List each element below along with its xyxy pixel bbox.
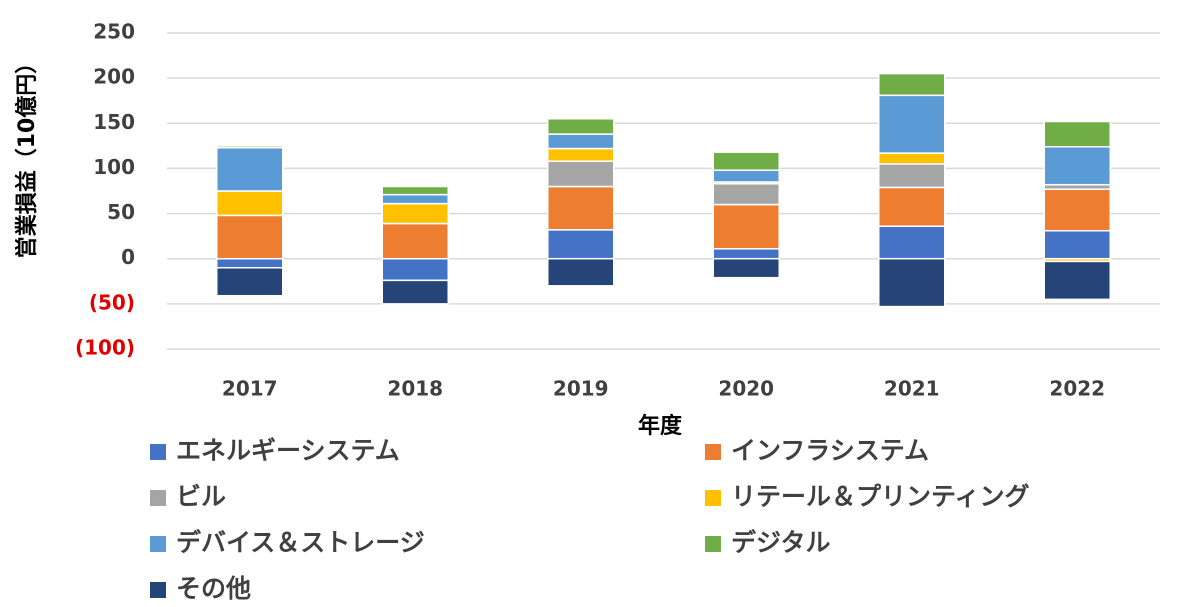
bar-segment bbox=[712, 151, 780, 171]
x-tick-label: 2019 bbox=[553, 377, 609, 401]
bar-segment bbox=[216, 190, 284, 217]
bar-segment bbox=[878, 257, 946, 308]
bar-segment bbox=[547, 229, 615, 260]
bar-segment bbox=[216, 266, 284, 297]
bar-segment bbox=[1043, 120, 1111, 148]
bar-segment bbox=[878, 163, 946, 189]
bar-segment bbox=[878, 94, 946, 154]
bar-segment bbox=[216, 145, 284, 149]
x-tick-label: 2021 bbox=[884, 377, 940, 401]
bar-segment bbox=[547, 118, 615, 135]
bar-segment bbox=[381, 222, 449, 260]
bar-segment bbox=[216, 146, 284, 192]
legend-label: インフラシステム bbox=[731, 436, 929, 465]
x-tick-label: 2017 bbox=[222, 377, 278, 401]
legend-swatch bbox=[150, 582, 166, 598]
bar-segment bbox=[381, 257, 449, 282]
y-tick-label: (50) bbox=[89, 290, 135, 314]
y-tick-label: 150 bbox=[93, 110, 135, 134]
y-tick-label: 250 bbox=[93, 20, 135, 44]
legend-label: リテール＆プリンティング bbox=[731, 482, 1030, 511]
y-tick-label: 100 bbox=[93, 155, 135, 179]
bar-segment bbox=[1043, 260, 1111, 301]
y-axis-label: 営業損益（10億円） bbox=[14, 52, 40, 259]
bar-segment bbox=[547, 185, 615, 231]
legend-label: ビル bbox=[176, 482, 226, 511]
y-tick-label: 200 bbox=[93, 65, 135, 89]
legend-swatch bbox=[150, 490, 166, 506]
bar-segment bbox=[547, 160, 615, 188]
bar-segment bbox=[878, 152, 946, 165]
bar-segment bbox=[878, 225, 946, 260]
bar-segment bbox=[547, 147, 615, 162]
x-axis-label: 年度 bbox=[638, 413, 683, 439]
bar-segment bbox=[878, 72, 946, 97]
bar-segment bbox=[216, 214, 284, 260]
bar-segment bbox=[712, 203, 780, 250]
bar-segment bbox=[712, 169, 780, 183]
bar-segment bbox=[381, 279, 449, 305]
y-tick-label: 0 bbox=[121, 245, 135, 269]
bar-segment bbox=[878, 186, 946, 227]
legend-label: その他 bbox=[176, 574, 251, 603]
bar-segment bbox=[712, 183, 780, 206]
bar-segment bbox=[547, 257, 615, 287]
bar-segment bbox=[216, 257, 284, 269]
bar-segment bbox=[1043, 229, 1111, 260]
legend-swatch bbox=[150, 536, 166, 552]
legend-swatch bbox=[705, 444, 721, 460]
y-tick-label: (100) bbox=[75, 336, 135, 360]
bar-segment bbox=[712, 248, 780, 260]
legend-swatch bbox=[705, 490, 721, 506]
legend-swatch bbox=[150, 444, 166, 460]
y-tick-label: 50 bbox=[107, 200, 135, 224]
bar-segment bbox=[381, 202, 449, 225]
bar-segment bbox=[1043, 188, 1111, 232]
x-tick-label: 2022 bbox=[1049, 377, 1105, 401]
bar-segment bbox=[381, 193, 449, 205]
legend-label: エネルギーシステム bbox=[176, 436, 400, 465]
bar-segment bbox=[547, 133, 615, 150]
legend-swatch bbox=[705, 536, 721, 552]
bar-segment bbox=[1043, 146, 1111, 186]
legend-label: デバイス＆ストレージ bbox=[176, 528, 425, 557]
legend-label: デジタル bbox=[731, 528, 831, 557]
x-tick-label: 2020 bbox=[718, 377, 774, 401]
x-tick-label: 2018 bbox=[387, 377, 443, 401]
bar-segment bbox=[712, 257, 780, 279]
bar-segment bbox=[381, 185, 449, 196]
